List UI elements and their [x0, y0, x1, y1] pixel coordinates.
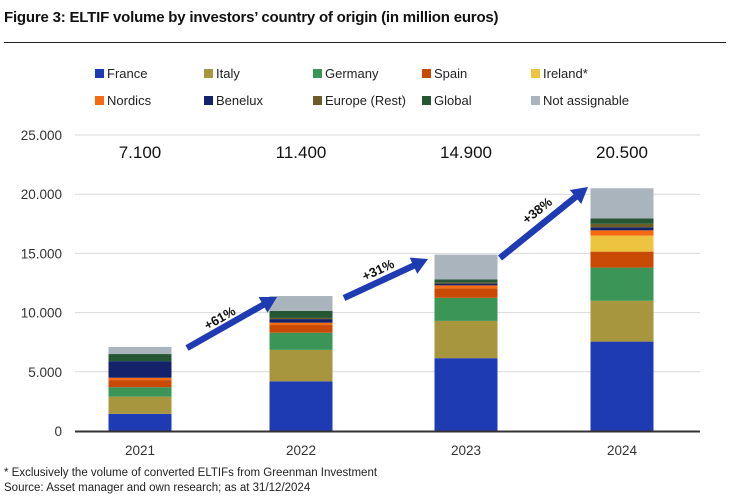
bar-segment-spain-2023	[434, 288, 498, 298]
legend-label: Germany	[325, 66, 379, 81]
y-tick-label: 15.000	[21, 246, 62, 261]
legend-swatch-icon	[204, 69, 213, 78]
x-tick-label: 2024	[607, 443, 638, 458]
bar-segment-benelux-2024	[590, 227, 654, 231]
bar-segment-benelux-2022	[269, 319, 333, 323]
x-tick-label: 2021	[125, 443, 155, 458]
legend-label: Global	[434, 93, 472, 108]
legend-label: France	[107, 66, 148, 81]
legend-swatch-icon	[95, 96, 104, 105]
x-tick-label: 2023	[451, 443, 481, 458]
legend-item-spain: Spain	[422, 66, 467, 81]
growth-arrow-icon	[497, 187, 588, 261]
total-label: 11.400	[276, 143, 327, 162]
legend-label: Italy	[216, 66, 240, 81]
legend-item-not-assignable: Not assignable	[531, 93, 629, 108]
legend-swatch-icon	[95, 69, 104, 78]
bar-segment-nordics-2023	[434, 285, 498, 289]
legend-swatch-icon	[313, 96, 322, 105]
bar-segment-nordics-2021	[108, 377, 172, 381]
bar-segment-global-2022	[269, 310, 333, 318]
bar-segment-spain-2021	[108, 380, 172, 388]
growth-label: +38%	[519, 194, 555, 227]
bar-segment-italy-2024	[590, 300, 654, 342]
growth-arrow-icon	[342, 257, 428, 301]
legend-swatch-icon	[531, 96, 540, 105]
bar-segment-germany-2023	[434, 297, 498, 321]
bar-segment-benelux-2023	[434, 283, 498, 286]
legend-swatch-icon	[531, 69, 540, 78]
legend-item-global: Global	[422, 93, 472, 108]
y-tick-label: 25.000	[21, 128, 62, 143]
title-divider	[4, 42, 726, 43]
y-tick-label: 0	[54, 424, 62, 439]
y-tick-label: 10.000	[21, 306, 62, 321]
legend-swatch-icon	[313, 69, 322, 78]
growth-arrow-icon	[185, 297, 277, 351]
source-note: Source: Asset manager and own research; …	[4, 482, 311, 494]
bar-segment-global-2023	[434, 279, 498, 283]
bar-segment-nordics-2022	[269, 322, 333, 326]
legend-swatch-icon	[422, 69, 431, 78]
bar-segment-europe-rest-2022	[269, 317, 333, 320]
bar-segment-spain-2024	[590, 251, 654, 268]
bar-segment-europe-rest-2023	[434, 282, 498, 284]
legend-label: Nordics	[107, 93, 152, 108]
legend-item-nordics: Nordics	[95, 93, 151, 108]
bar-segment-benelux-2021	[108, 361, 172, 378]
bar-segment-not-assignable-2022	[269, 296, 333, 311]
bar-segment-italy-2022	[269, 349, 333, 382]
bar-segment-germany-2024	[590, 267, 654, 301]
total-label: 20.500	[596, 143, 648, 162]
bar-segment-france-2022	[269, 381, 333, 431]
total-label: 14.900	[440, 143, 492, 162]
bar-segment-france-2021	[108, 413, 172, 431]
bar-segment-not-assignable-2023	[434, 254, 498, 280]
bar-segment-italy-2021	[108, 396, 172, 414]
bar-segment-europe-rest-2024	[590, 223, 654, 228]
bar-segment-germany-2022	[269, 332, 333, 350]
legend-item-benelux: Benelux	[204, 93, 263, 108]
bar-segment-france-2024	[590, 341, 654, 431]
legend-swatch-icon	[204, 96, 213, 105]
legend-label: Europe (Rest)	[325, 93, 406, 108]
figure-title: Figure 3: ELTIF volume by investors’ cou…	[4, 9, 499, 26]
y-tick-label: 5.000	[28, 365, 62, 380]
legend-item-germany: Germany	[313, 66, 378, 81]
bar-segment-ireland-2024	[590, 235, 654, 252]
x-tick-label: 2022	[286, 443, 316, 458]
legend-item-italy: Italy	[204, 66, 240, 81]
bar-segment-not-assignable-2021	[108, 346, 172, 355]
legend-label: Spain	[434, 66, 468, 81]
legend-item-ireland: Ireland*	[531, 66, 588, 81]
bar-segment-germany-2021	[108, 387, 172, 397]
legend-label: Benelux	[216, 93, 263, 108]
legend-label: Ireland*	[543, 66, 588, 81]
bar-segment-global-2021	[108, 354, 172, 362]
legend-item-france: France	[95, 66, 147, 81]
bar-segment-spain-2022	[269, 325, 333, 333]
legend-item-europe-rest: Europe (Rest)	[313, 93, 406, 108]
legend-swatch-icon	[422, 96, 431, 105]
bar-segment-france-2023	[434, 358, 498, 431]
y-tick-label: 20.000	[21, 187, 62, 202]
total-label: 7.100	[119, 143, 162, 162]
bar-segment-global-2024	[590, 218, 654, 224]
footnote: * Exclusively the volume of converted EL…	[4, 467, 378, 479]
bar-segment-not-assignable-2024	[590, 188, 654, 219]
bar-segment-nordics-2024	[590, 230, 654, 236]
bar-segment-italy-2023	[434, 320, 498, 359]
legend-label: Not assignable	[543, 93, 629, 108]
